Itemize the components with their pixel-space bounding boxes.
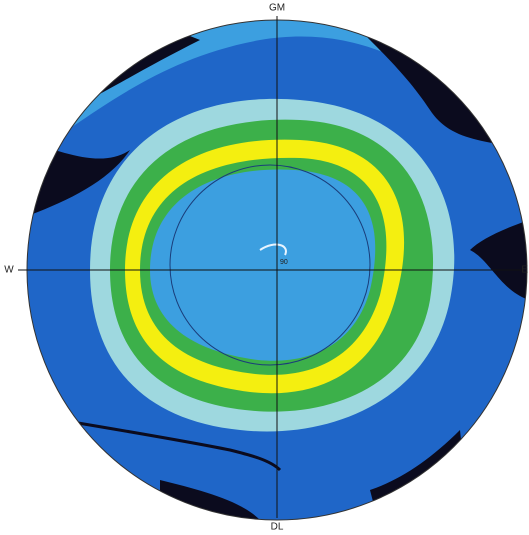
page: GM DL W E 90 (() => { const data = JSON.… [0,0,529,535]
direction-label: E [521,265,528,276]
direction-label: GM [269,3,285,14]
polar-map: GM DL W E 90 [0,0,529,535]
direction-label: W [4,265,14,276]
center-label: 90 [280,259,288,266]
map-disk [20,20,529,529]
vortex-core [150,170,375,361]
direction-label: DL [271,522,284,533]
